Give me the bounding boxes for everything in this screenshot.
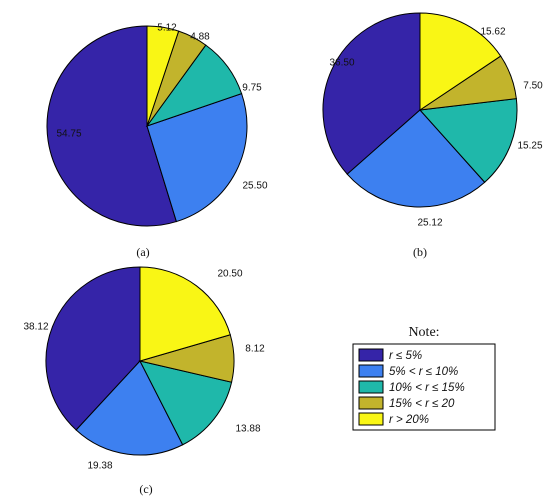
data-label: 8.12	[245, 344, 265, 355]
data-label: 38.12	[23, 322, 48, 333]
legend-label: r ≤ 5%	[389, 350, 422, 362]
data-label: 5.12	[157, 23, 177, 34]
data-label: 9.75	[242, 83, 262, 94]
pie-slice	[322, 12, 421, 175]
panel-label-b: (b)	[413, 245, 427, 259]
pie-chart-b: 36.50 25.12 15.25 7.50 15.62	[322, 12, 543, 229]
legend-swatch	[358, 348, 384, 362]
pie-slice	[418, 98, 518, 183]
legend-entry: r > 20%	[358, 412, 429, 426]
data-label: 25.12	[417, 218, 442, 229]
data-label: 15.62	[480, 27, 505, 38]
data-label: 36.50	[329, 58, 354, 69]
pie-chart-c: 38.12 19.38 13.88 8.12 20.50	[23, 266, 265, 472]
legend-swatch	[358, 412, 384, 426]
panel-label-a: (a)	[136, 245, 149, 259]
panel-label-c: (c)	[139, 482, 152, 496]
data-label: 15.25	[517, 141, 542, 152]
legend-swatch	[358, 380, 384, 394]
pie-slice	[46, 25, 178, 227]
legend: Note: r ≤ 5% 5% < r ≤ 10% 10% < r ≤ 15% …	[352, 325, 496, 431]
data-label: 19.38	[87, 461, 112, 472]
legend-entry: r ≤ 5%	[358, 348, 422, 362]
legend-entry: 10% < r ≤ 15%	[358, 380, 465, 394]
pie-chart-a: 54.75 25.50 9.75 4.88 5.12	[46, 23, 268, 227]
legend-title: Note:	[408, 325, 439, 340]
data-label: 54.75	[56, 129, 81, 140]
legend-label: 5% < r ≤ 10%	[389, 366, 458, 378]
pie-slice	[139, 266, 231, 362]
data-label: 13.88	[235, 424, 260, 435]
pie-slice	[75, 360, 184, 456]
pie-slice	[146, 25, 180, 127]
legend-label: 15% < r ≤ 20	[389, 398, 455, 410]
legend-label: r > 20%	[389, 414, 429, 426]
pie-slice	[45, 266, 141, 431]
pie-slice	[139, 360, 233, 446]
data-label: 7.50	[523, 81, 543, 92]
data-label: 25.50	[242, 181, 267, 192]
legend-swatch	[358, 364, 384, 378]
legend-entry: 15% < r ≤ 20	[358, 396, 455, 410]
data-label: 20.50	[217, 269, 242, 280]
data-label: 4.88	[190, 32, 210, 43]
pie-slice	[419, 12, 502, 111]
legend-label: 10% < r ≤ 15%	[389, 382, 465, 394]
pie-slice	[146, 92, 248, 223]
legend-entry: 5% < r ≤ 10%	[358, 364, 458, 378]
pie-slice	[346, 109, 486, 208]
legend-swatch	[358, 396, 384, 410]
